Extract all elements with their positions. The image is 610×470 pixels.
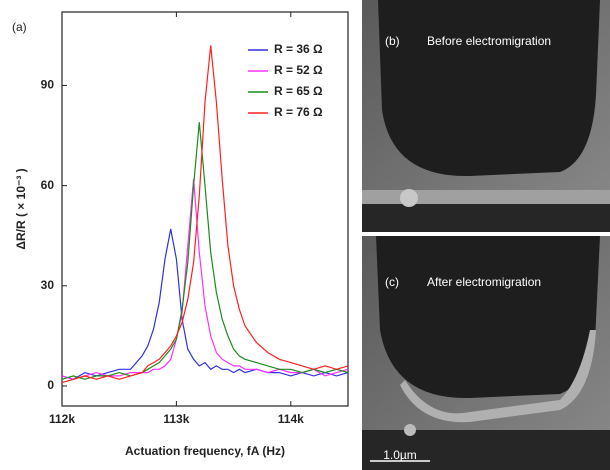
x-tick-label: 113k	[163, 412, 189, 426]
panel-label: (c)	[385, 275, 399, 289]
data-line	[61, 178, 349, 380]
scale-bar-label: 1.0µm	[383, 448, 417, 462]
legend-label: R = 36 Ω	[274, 42, 323, 56]
legend-label: R = 76 Ω	[274, 105, 323, 119]
data-line	[61, 122, 349, 380]
legend-label: R = 65 Ω	[274, 84, 323, 98]
y-tick-label: 90	[41, 78, 55, 92]
panel-caption: Before electromigration	[427, 34, 551, 48]
data-line	[61, 45, 349, 384]
y-axis-label: ΔR/R ( × 10⁻³ )	[14, 168, 28, 249]
x-axis-label: Actuation frequency, fA (Hz)	[125, 444, 285, 458]
sem-image-b: (b) Before electromigration	[362, 0, 610, 232]
panel-caption: After electromigration	[427, 275, 541, 289]
y-tick-label: 60	[41, 178, 55, 192]
y-tick-label: 30	[41, 278, 55, 292]
x-tick-label: 114k	[278, 412, 304, 426]
panel-label: (b)	[385, 34, 400, 48]
y-tick-label: 0	[47, 378, 54, 392]
plot-frame	[61, 11, 349, 407]
panel-label: (a)	[12, 20, 27, 34]
x-tick-label: 112k	[49, 412, 75, 426]
sem-image-c: (c) After electromigration 1.0µm	[362, 236, 610, 470]
legend-label: R = 52 Ω	[274, 63, 323, 77]
data-line	[61, 228, 349, 380]
